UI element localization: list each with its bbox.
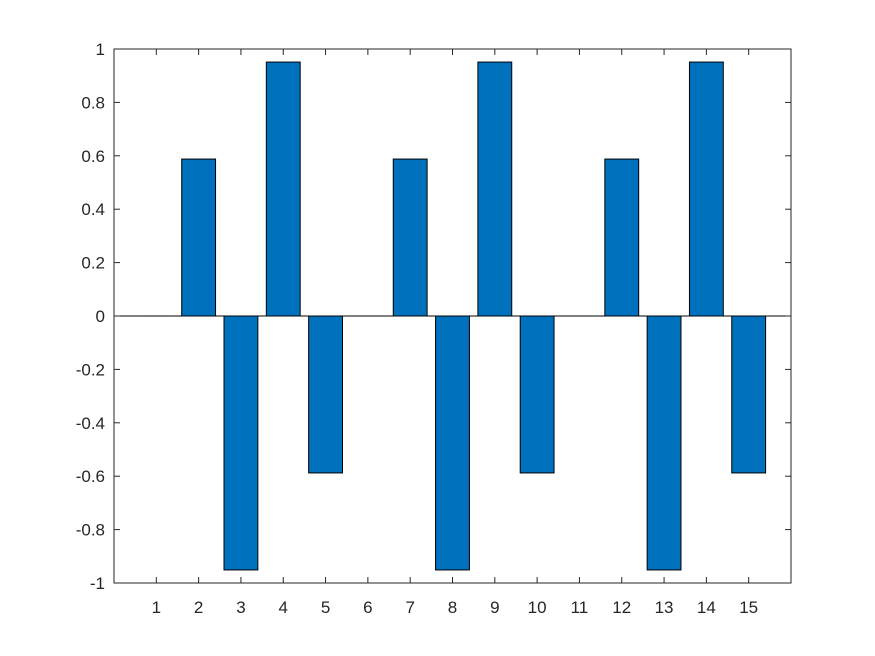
- bar: [477, 61, 513, 317]
- bar: [392, 158, 428, 317]
- x-tick-label: 10: [528, 598, 547, 617]
- y-tick-label: -0.8: [76, 521, 105, 540]
- x-tick-label: 7: [405, 598, 414, 617]
- y-tick-label: 1: [96, 40, 105, 59]
- x-tick-label: 5: [321, 598, 330, 617]
- y-tick-label: 0: [96, 307, 105, 326]
- bar: [646, 315, 682, 571]
- y-tick-label: 0.8: [81, 93, 105, 112]
- bar: [308, 315, 343, 474]
- x-tick-label: 14: [697, 598, 716, 617]
- y-tick-label: -0.4: [76, 414, 105, 433]
- y-tick-label: 0.4: [81, 200, 105, 219]
- bars-group: [138, 61, 767, 571]
- y-tick-label: -1: [90, 574, 105, 593]
- axes-box: [113, 48, 792, 584]
- x-axis-ticks: 1 2 3 4 5 6 7 8 9 10 11 12 13 14 15: [152, 49, 758, 617]
- x-tick-label: 11: [571, 598, 589, 617]
- bar: [731, 315, 767, 474]
- x-tick-label: 13: [655, 598, 674, 617]
- bar: [435, 315, 470, 571]
- y-tick-label: 0.6: [81, 147, 105, 166]
- x-tick-label: 12: [612, 598, 631, 617]
- y-tick-label: -0.2: [76, 360, 105, 379]
- y-tick-label: 0.2: [81, 254, 105, 273]
- x-tick-label: 1: [152, 598, 161, 617]
- bar: [519, 315, 555, 474]
- x-tick-label: 15: [739, 598, 758, 617]
- x-tick-label: 2: [194, 598, 203, 617]
- bar: [265, 61, 301, 317]
- x-tick-label: 4: [279, 598, 288, 617]
- bar: [181, 158, 217, 317]
- x-tick-label: 6: [363, 598, 372, 617]
- bar: [223, 315, 259, 571]
- x-tick-label: 8: [448, 598, 457, 617]
- x-tick-label: 3: [236, 598, 245, 617]
- y-tick-label: -0.6: [76, 467, 105, 486]
- bar: [604, 158, 640, 317]
- bar: [688, 61, 724, 317]
- x-tick-label: 9: [490, 598, 499, 617]
- y-axis-ticks: -1 -0.8 -0.6 -0.4 -0.2 0 0.2 0.4 0.6 0.8 1: [76, 40, 791, 593]
